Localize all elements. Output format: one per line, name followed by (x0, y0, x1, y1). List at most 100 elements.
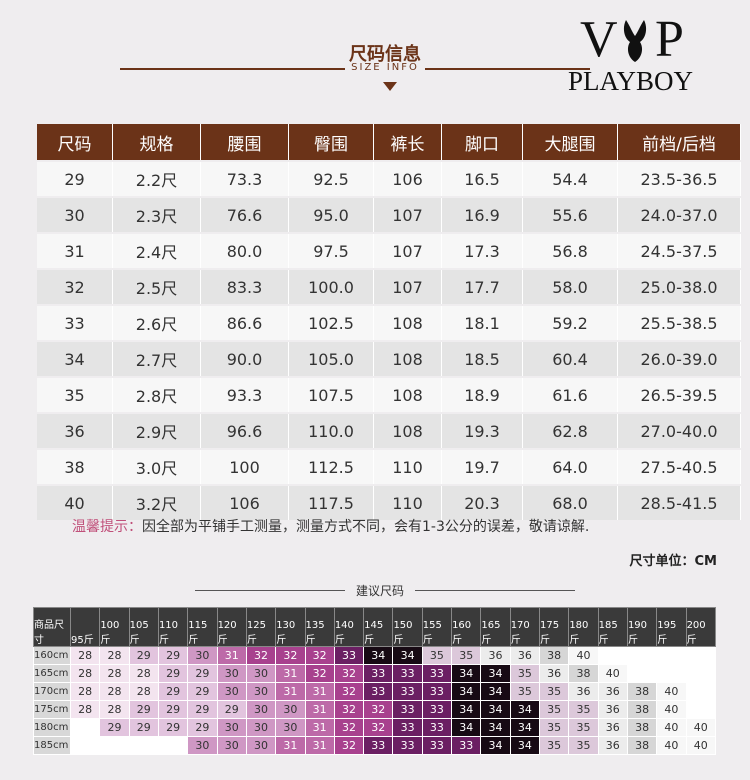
table-cell: 106 (374, 162, 442, 196)
size-cell: 28 (99, 646, 130, 665)
size-cell (656, 646, 687, 665)
table-row: 33 2.6尺 86.6 102.5 108 18.1 59.2 25.5-38.5 (37, 306, 741, 340)
size-cell: 32 (363, 700, 394, 719)
size-cell (685, 646, 717, 665)
weight-header: 115斤 (187, 607, 218, 647)
weight-header: 175斤 (538, 607, 570, 647)
size-cell: 34 (509, 736, 541, 755)
size-cell: 35 (538, 682, 570, 701)
table-cell: 105.0 (289, 342, 374, 376)
size-cell: 33 (392, 682, 423, 701)
size-cell: 36 (538, 664, 570, 683)
size-cell: 38 (626, 682, 658, 701)
size-cell: 34 (480, 664, 511, 683)
size-cell: 28 (128, 664, 159, 683)
weight-header: 140斤 (333, 607, 365, 647)
size-cell: 36 (597, 718, 628, 737)
size-cell: 38 (626, 718, 658, 737)
column-header: 脚口 (442, 124, 523, 160)
size-cell: 30 (245, 682, 277, 701)
weight-header: 150斤 (392, 607, 423, 647)
size-cell (685, 664, 717, 683)
size-cell: 36 (568, 682, 599, 701)
size-cell: 33 (421, 736, 453, 755)
table-cell: 23.5-36.5 (618, 162, 741, 196)
subtitle: SIZE INFO (345, 62, 425, 73)
size-cell: 30 (245, 736, 277, 755)
table-cell: 97.5 (289, 234, 374, 268)
table-cell: 112.5 (289, 450, 374, 484)
size-cell: 31 (216, 646, 247, 665)
size-cell: 30 (275, 700, 306, 719)
table-cell: 18.5 (442, 342, 523, 376)
size-cell (685, 682, 717, 701)
size-cell: 33 (392, 700, 423, 719)
size-cell: 32 (363, 718, 394, 737)
size-cell: 40 (656, 718, 687, 737)
size-cell: 29 (157, 682, 189, 701)
size-cell: 29 (128, 646, 159, 665)
table-cell: 31 (37, 234, 113, 268)
table-cell: 16.9 (442, 198, 523, 232)
weight-header: 180斤 (568, 607, 599, 647)
table-cell: 2.6尺 (113, 306, 201, 340)
size-cell: 40 (656, 736, 687, 755)
table-cell: 100.0 (289, 270, 374, 304)
weight-header: 105斤 (128, 607, 159, 647)
bunny-icon (623, 20, 647, 62)
table-cell: 96.6 (201, 414, 289, 448)
table-cell: 25.5-38.5 (618, 306, 741, 340)
size-cell: 34 (480, 682, 511, 701)
table-cell: 2.5尺 (113, 270, 201, 304)
size-cell: 34 (480, 736, 511, 755)
size-cell: 28 (69, 664, 101, 683)
table-cell: 117.5 (289, 486, 374, 520)
size-cell: 32 (333, 682, 365, 701)
table-cell: 20.3 (442, 486, 523, 520)
note-label: 温馨提示： (72, 519, 142, 535)
column-header: 裤长 (374, 124, 442, 160)
size-cell: 35 (538, 736, 570, 755)
weight-header: 130斤 (275, 607, 306, 647)
size-cell: 30 (216, 718, 247, 737)
size-cell: 31 (304, 718, 335, 737)
size-cell: 35 (509, 682, 541, 701)
size-cell: 33 (333, 646, 365, 665)
table-cell: 24.0-37.0 (618, 198, 741, 232)
size-cell: 29 (157, 700, 189, 719)
size-cell: 34 (363, 646, 394, 665)
table-cell: 2.4尺 (113, 234, 201, 268)
table-cell: 110 (374, 450, 442, 484)
size-cell: 38 (626, 700, 658, 719)
size-cell: 29 (128, 718, 159, 737)
table-cell: 19.7 (442, 450, 523, 484)
table-cell: 106 (201, 486, 289, 520)
height-label: 180cm (33, 718, 71, 737)
weight-header: 135斤 (304, 607, 335, 647)
table-cell: 2.8尺 (113, 378, 201, 412)
column-header: 大腿围 (523, 124, 618, 160)
logo-p: P (655, 11, 684, 68)
size-cell (69, 718, 101, 737)
size-cell: 32 (245, 646, 277, 665)
table-row: 31 2.4尺 80.0 97.5 107 17.3 56.8 24.5-37.5 (37, 234, 741, 268)
logo-brand: PLAYBOY (568, 66, 694, 96)
size-cell: 33 (392, 718, 423, 737)
weight-header: 100斤 (99, 607, 130, 647)
size-cell: 31 (304, 700, 335, 719)
grid-row: 160cm 28 28 29 29 30 31 32 32 32 33 34 34 35 35 36 36 38 4… (33, 646, 717, 665)
size-cell: 29 (187, 682, 218, 701)
table-cell: 76.6 (201, 198, 289, 232)
size-cell: 31 (304, 736, 335, 755)
table-cell: 108 (374, 342, 442, 376)
corner-header: 商品尺寸 (33, 607, 71, 647)
size-cell (69, 736, 101, 755)
size-cell: 40 (568, 646, 599, 665)
table-cell: 30 (37, 198, 113, 232)
table-cell: 18.9 (442, 378, 523, 412)
grid-row: 170cm 28 28 28 29 29 30 30 31 31 32 33 33 33 34 34 35 35 3… (33, 682, 717, 701)
table-row: 30 2.3尺 76.6 95.0 107 16.9 55.6 24.0-37.0 (37, 198, 741, 232)
size-cell: 35 (538, 718, 570, 737)
table-cell: 27.5-40.5 (618, 450, 741, 484)
